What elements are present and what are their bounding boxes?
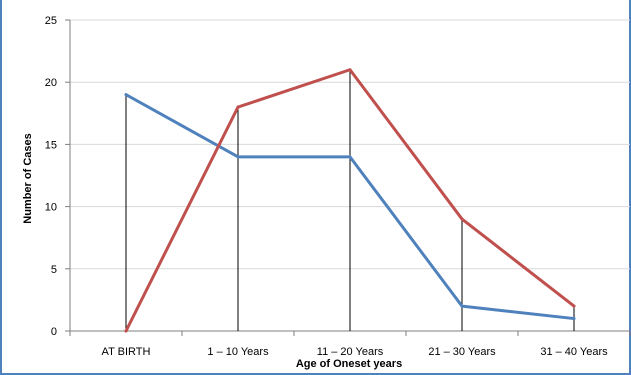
series-lines bbox=[124, 68, 576, 333]
y-tick-labels: 0 5 10 15 20 25 bbox=[45, 15, 57, 338]
y-tick-label-25: 25 bbox=[45, 15, 57, 27]
x-tick-label-2: 11 – 20 Years bbox=[317, 346, 384, 358]
series-1-point-1 bbox=[236, 105, 240, 109]
x-tick-labels: AT BIRTH 1 – 10 Years 11 – 20 Years 21 – 30… bbox=[69, 331, 631, 358]
y-tick-label-0: 0 bbox=[51, 326, 57, 338]
x-tick-label-0: AT BIRTH bbox=[102, 346, 151, 358]
series-0-point-2 bbox=[348, 155, 352, 159]
drop-lines bbox=[125, 69, 575, 331]
series-1-point-2 bbox=[348, 68, 352, 72]
series-0-point-3 bbox=[460, 304, 464, 308]
series-1-point-4 bbox=[572, 304, 576, 308]
series-1-point-3 bbox=[460, 217, 464, 221]
series-0-point-1 bbox=[236, 155, 240, 159]
y-axis-title: Number of Cases bbox=[22, 133, 34, 223]
x-tick-label-4: 31 – 40 Years bbox=[540, 346, 608, 358]
x-tick-label-1: 1 – 10 Years bbox=[207, 346, 269, 358]
y-tick-label-20: 20 bbox=[45, 77, 57, 89]
x-axis-title: Age of Oneset years bbox=[296, 358, 402, 370]
y-tick-label-5: 5 bbox=[51, 264, 57, 276]
series-0-point-4 bbox=[572, 317, 576, 321]
y-tick-label-15: 15 bbox=[45, 139, 57, 151]
x-tick-label-3: 21 – 30 Years bbox=[428, 346, 496, 358]
y-tick-label-10: 10 bbox=[45, 202, 57, 214]
series-0-point-0 bbox=[124, 93, 128, 97]
series-1-point-0 bbox=[124, 329, 128, 333]
